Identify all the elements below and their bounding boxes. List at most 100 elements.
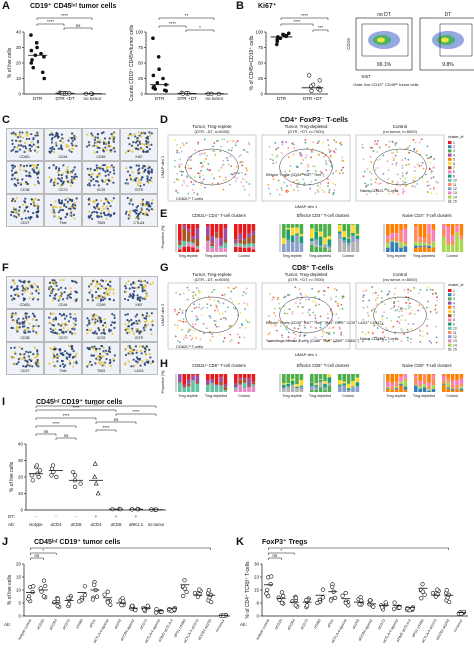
e-bar-segment	[206, 235, 210, 241]
d-cell	[284, 170, 286, 173]
e-bar-segment	[323, 224, 327, 238]
d-cell	[267, 187, 270, 190]
g-cell	[214, 304, 216, 306]
d-cell	[226, 159, 229, 162]
c-umap-cell	[31, 163, 34, 167]
f-umap-cell	[25, 360, 28, 363]
g-cell	[371, 286, 374, 289]
c-umap-cell	[150, 180, 153, 183]
d-cell	[200, 184, 203, 187]
f-umap-cell	[143, 317, 146, 320]
c-umap-tile-plot	[124, 196, 154, 220]
d-cell	[369, 155, 372, 158]
g-cell	[363, 294, 366, 296]
d-cell	[194, 149, 197, 152]
f-umap-marker-label: Tbet	[59, 369, 67, 373]
d-cell	[226, 140, 229, 143]
e-bar-segment	[195, 228, 200, 240]
d-cell	[402, 188, 405, 191]
g-cell	[390, 319, 393, 322]
j-point	[90, 597, 96, 602]
g-cell	[322, 333, 324, 335]
e-bar-segment	[338, 224, 342, 226]
g-cell	[198, 289, 200, 292]
f-umap-cell	[36, 358, 39, 362]
c-umap-cell	[17, 144, 20, 147]
i-point	[92, 474, 98, 479]
c-umap-cell	[65, 175, 68, 178]
e-bar-segment	[219, 247, 223, 252]
e-bar-segment	[178, 247, 182, 250]
f-umap-cell	[35, 332, 39, 335]
f-umap-cell	[129, 352, 132, 355]
flow-left-density-core	[377, 37, 385, 43]
c-umap-cell	[36, 180, 40, 183]
c-umap-cell	[146, 150, 149, 153]
a-left-2-bracket	[36, 17, 93, 20]
d-cell	[229, 183, 231, 186]
d-cell	[361, 143, 364, 146]
k-point	[265, 587, 270, 593]
d-cell	[335, 148, 337, 151]
g-cell	[178, 341, 181, 344]
c-umap-marker-label: CD62L	[19, 155, 31, 159]
g-cell	[308, 314, 311, 316]
h-group-title: CD62Lʰᶦ CD8⁺ T-cell clusters	[192, 363, 246, 368]
d-cell	[176, 173, 179, 175]
g-cell	[326, 321, 329, 324]
g-cell	[224, 293, 227, 296]
k-ytick-label: 30	[254, 562, 260, 567]
h-bar-segment	[446, 378, 450, 382]
g-cell	[188, 328, 190, 331]
c-umap-cell	[148, 148, 151, 151]
c-umap-cell	[55, 205, 58, 209]
e-bar-segment	[210, 248, 214, 252]
d-cell	[175, 178, 178, 181]
b-point	[275, 39, 280, 44]
g-cell	[303, 324, 306, 327]
f-umap-cell	[13, 346, 16, 349]
d-cell	[309, 187, 312, 190]
g-cell	[268, 315, 270, 317]
f-umap-cell	[15, 325, 19, 329]
c-umap-cell	[106, 183, 109, 186]
k-point	[305, 603, 310, 608]
a-left-point	[30, 58, 34, 62]
d-cell	[202, 174, 205, 177]
h-bar-segment	[442, 374, 446, 376]
k-point	[281, 593, 286, 599]
flow-xaxis-label: Ki67	[361, 74, 371, 79]
f-umap-cell	[150, 321, 154, 324]
g-cell	[434, 304, 437, 307]
g-cell	[215, 305, 218, 307]
e-bar-segment	[310, 228, 314, 239]
h-group-title: Effector CD8⁺ T-cell clusters	[297, 363, 350, 368]
g-cell	[245, 302, 248, 305]
f-umap-cell	[52, 319, 55, 322]
k-point	[279, 590, 285, 595]
c-umap-cell	[142, 132, 145, 135]
b-1-bracket	[280, 23, 314, 26]
d-cell	[316, 184, 319, 187]
h-bar-segment	[455, 384, 459, 389]
e-bar-segment	[418, 238, 422, 243]
h-bar-segment	[459, 388, 464, 391]
d-legend-label: 12	[453, 187, 457, 191]
f-umap-cell	[127, 352, 130, 355]
f-umap-cell	[141, 360, 144, 363]
c-umap-marker-label: CD44	[58, 155, 68, 159]
j-point	[41, 578, 47, 583]
g-cell	[431, 293, 434, 295]
f-umap-cell	[150, 312, 153, 315]
f-umap-cell	[128, 295, 131, 298]
g-cell	[417, 309, 420, 312]
d-cell	[340, 169, 343, 172]
d-cell	[407, 146, 409, 149]
c-umap-cell	[37, 169, 40, 172]
c-umap-cell	[35, 166, 38, 169]
d-sub-title: Tumor, Treg-depleted	[285, 124, 328, 129]
f-umap-cell	[140, 284, 144, 287]
f-umap-cell	[142, 280, 146, 283]
d-legend-swatch	[448, 170, 452, 174]
